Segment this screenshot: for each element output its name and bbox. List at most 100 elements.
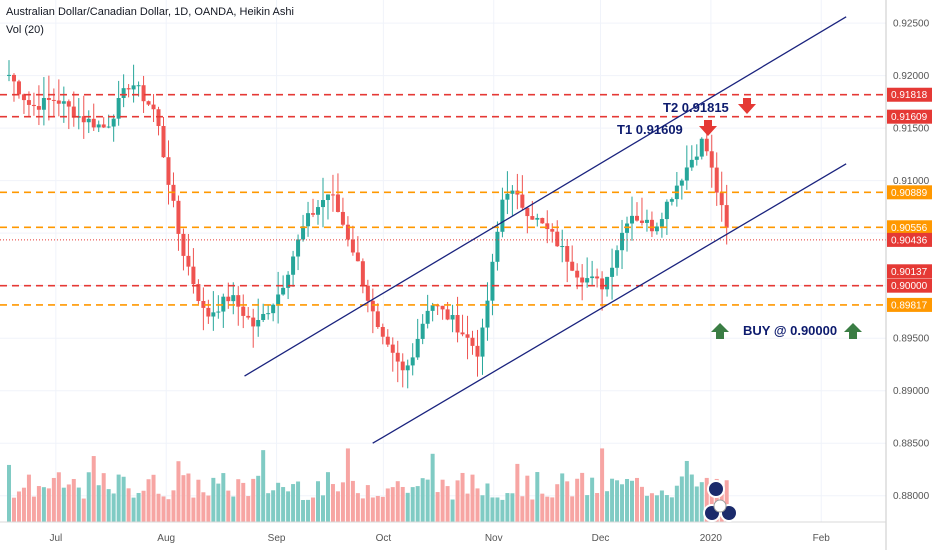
volume-bar (316, 481, 321, 522)
time-tick-label: Aug (157, 533, 175, 544)
candle-body (246, 315, 251, 318)
event-icons[interactable] (703, 480, 738, 522)
candle-body (420, 323, 425, 339)
candle-body (669, 199, 674, 202)
candle-body (161, 126, 166, 158)
candle-body (335, 194, 340, 212)
volume-bar (355, 493, 360, 522)
candle-body (395, 352, 400, 362)
candle-body (460, 332, 465, 335)
price-tick-label: 0.92500 (893, 19, 930, 30)
volume-bar (530, 499, 535, 522)
volume-bar (605, 491, 610, 522)
volume-bar (435, 492, 440, 522)
candle-body (455, 315, 460, 333)
volume-bar (649, 493, 654, 522)
volume-bar (470, 474, 475, 522)
candle-body (575, 270, 580, 278)
candle-body (111, 118, 116, 127)
candle-body (595, 276, 600, 279)
volume-bar (465, 493, 470, 522)
time-axis[interactable]: Jul Aug Sep Oct Nov Dec 2020 Feb (49, 533, 830, 544)
candle-body (365, 285, 370, 301)
volume-bar (136, 492, 141, 522)
volume-bar (46, 488, 51, 522)
candle-body (704, 138, 709, 152)
volume-bar (500, 499, 505, 522)
volume-bar (580, 472, 585, 522)
price-tick-label: 0.91000 (893, 176, 930, 187)
candle-body (121, 88, 126, 99)
candle-body (71, 106, 76, 118)
candle-body (266, 313, 271, 315)
candle-body (131, 85, 136, 90)
candle-body (96, 124, 101, 128)
volume-bar (266, 493, 271, 522)
event-count-icon[interactable] (713, 499, 727, 513)
volume-bar (689, 474, 694, 522)
price-badge (887, 297, 932, 312)
price-badge-label: 0.90000 (891, 281, 928, 292)
volume-bar (330, 484, 335, 522)
candle-body (500, 199, 505, 232)
candle-body (41, 97, 46, 110)
candle-body (156, 109, 161, 127)
volume-bar (261, 450, 266, 522)
candle-body (116, 98, 121, 119)
candle-body (625, 223, 630, 233)
economic-event-icon[interactable] (707, 480, 725, 498)
volume-bar (231, 496, 236, 522)
candle-body (580, 277, 585, 283)
volume-bar (644, 495, 649, 522)
candle-body (390, 344, 395, 353)
volume-bar (121, 476, 126, 522)
volume-bar (26, 474, 31, 522)
chart-title: Australian Dollar/Canadian Dollar, 1D, O… (6, 6, 294, 18)
candle-body (425, 310, 430, 324)
time-tick-label: Dec (592, 533, 610, 544)
volume-bar (111, 493, 116, 522)
time-tick-label: Nov (485, 533, 503, 544)
candle-body (16, 81, 21, 95)
candle-body (256, 320, 261, 327)
volume-bar (520, 496, 525, 522)
volume-bar (525, 475, 530, 522)
volume-bar (126, 488, 131, 522)
up-arrow-icon (844, 323, 862, 339)
volume-bar (360, 498, 365, 522)
volume-bar (634, 477, 639, 522)
price-badge-label: 0.90889 (891, 188, 928, 199)
volume-bar (226, 490, 231, 522)
volume-bar (395, 481, 400, 522)
candle-body (350, 239, 355, 253)
volume-bar (450, 499, 455, 522)
volume-bar (375, 495, 380, 522)
candle-body (450, 315, 455, 320)
volume-bar (430, 453, 435, 522)
candle-body (485, 300, 490, 328)
volume-bar (495, 497, 500, 522)
candle-body (320, 200, 325, 208)
down-arrow-icon (699, 120, 717, 136)
volume-bar (186, 473, 191, 522)
candle-body (535, 217, 540, 220)
candle-body (191, 266, 196, 285)
candle-body (694, 156, 699, 160)
volume-bar (350, 480, 355, 522)
volume-bar (400, 486, 405, 522)
candle-body (226, 296, 231, 302)
price-badge (887, 220, 932, 235)
volume-bar (86, 472, 91, 522)
candle-body (186, 255, 191, 267)
volume-bar (181, 475, 186, 522)
volume-bar (151, 474, 156, 522)
volume-bar (560, 473, 565, 522)
candle-body (405, 365, 410, 371)
volume-bar (674, 485, 679, 522)
candle-body (301, 226, 306, 240)
price-badge (887, 87, 932, 102)
volume-bar (271, 490, 276, 522)
volume-bar (66, 484, 71, 522)
